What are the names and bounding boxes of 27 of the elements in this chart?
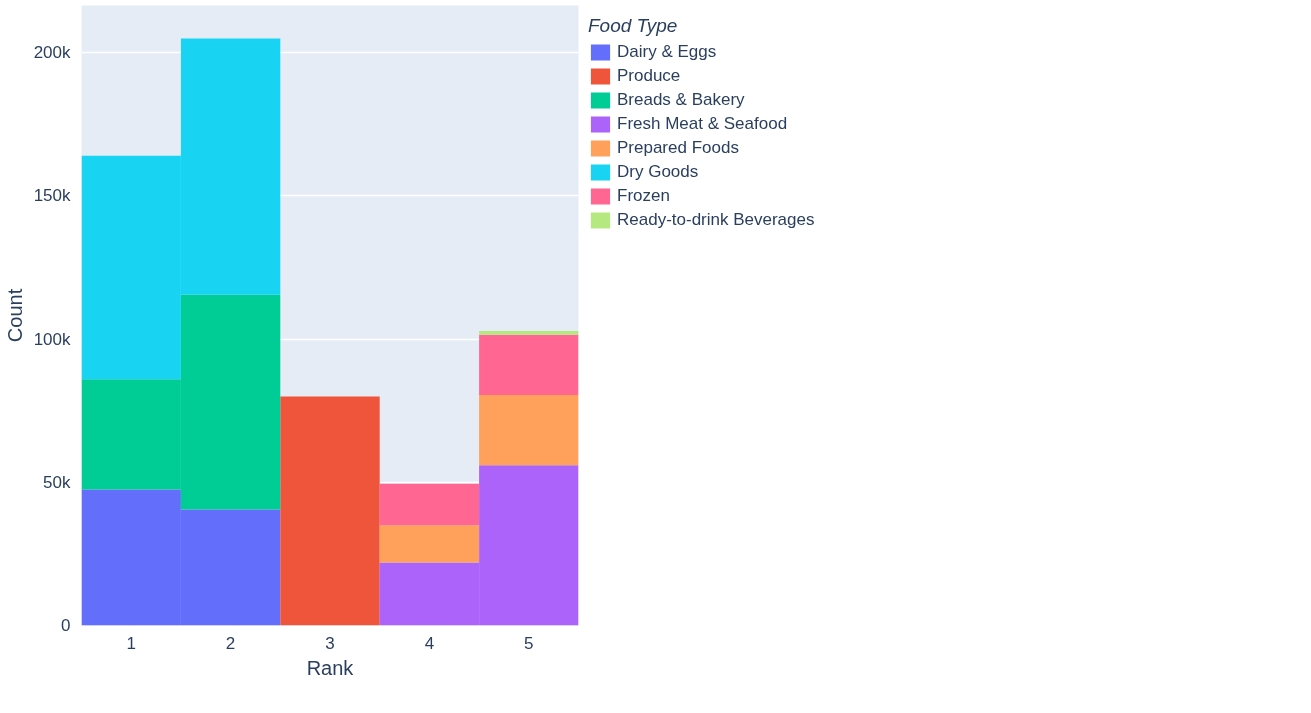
y-tick-label: 100k	[33, 329, 71, 349]
x-tick-label: 3	[325, 633, 335, 653]
x-axis-title: Rank	[306, 656, 355, 679]
legend-label: Breads & Bakery	[617, 90, 745, 110]
x-tick-label: 1	[126, 633, 136, 653]
bar	[479, 394, 579, 466]
y-tick-label: 0	[61, 616, 71, 635]
legend-label: Dairy & Eggs	[617, 42, 717, 62]
legend-label: Produce	[617, 66, 681, 86]
legend-label: Dry Goods	[617, 162, 699, 182]
y-tick-label: 150k	[33, 186, 71, 206]
y-tick-label: 50k	[43, 472, 71, 492]
y-tick-label: 200k	[33, 43, 71, 63]
legend-label: Prepared Foods	[617, 138, 739, 158]
bar	[479, 334, 579, 395]
bar	[479, 331, 579, 335]
bar	[280, 396, 380, 626]
x-tick-label: 4	[424, 633, 435, 653]
x-tick-label: 2	[225, 633, 236, 653]
legend-label: Frozen	[617, 186, 670, 206]
y-axis-title: Count	[3, 288, 26, 343]
legend-label: Ready-to-drink Beverages	[617, 210, 815, 230]
bar	[379, 525, 480, 563]
x-tick-label: 5	[524, 633, 534, 653]
bar	[379, 483, 480, 526]
legend-label: Fresh Meat & Seafood	[617, 114, 788, 134]
legend-title: Food Type	[588, 15, 679, 37]
